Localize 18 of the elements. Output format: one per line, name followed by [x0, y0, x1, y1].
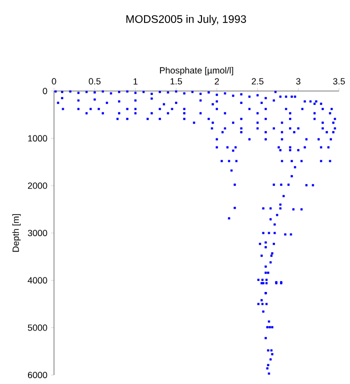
chart-title: MODS2005 in July, 1993 [126, 14, 246, 26]
x-tick-label: 3 [296, 78, 300, 84]
y-tick-label: 0 [42, 88, 48, 94]
y-tick-label: 5000 [28, 324, 48, 331]
x-tick-label: 2 [214, 78, 219, 84]
x-tick-label: 2.5 [252, 78, 264, 84]
x-axis-title: Phosphate [µmol/l] [160, 66, 234, 76]
y-tick-label: 2000 [28, 182, 48, 189]
x-tick-label: 0.5 [88, 78, 101, 84]
y-tick-label: 6000 [28, 372, 48, 378]
y-tick-label: 4000 [28, 277, 48, 284]
x-tick-label: 1 [134, 78, 138, 84]
y-tick-label: 1000 [28, 135, 48, 142]
x-tick-label: 1.5 [170, 78, 182, 84]
y-axis-title: Depth [m] [12, 214, 21, 252]
x-tick-label: 3.5 [333, 78, 345, 84]
x-tick-label: 0 [52, 78, 56, 84]
y-tick-label: 3000 [28, 230, 48, 236]
